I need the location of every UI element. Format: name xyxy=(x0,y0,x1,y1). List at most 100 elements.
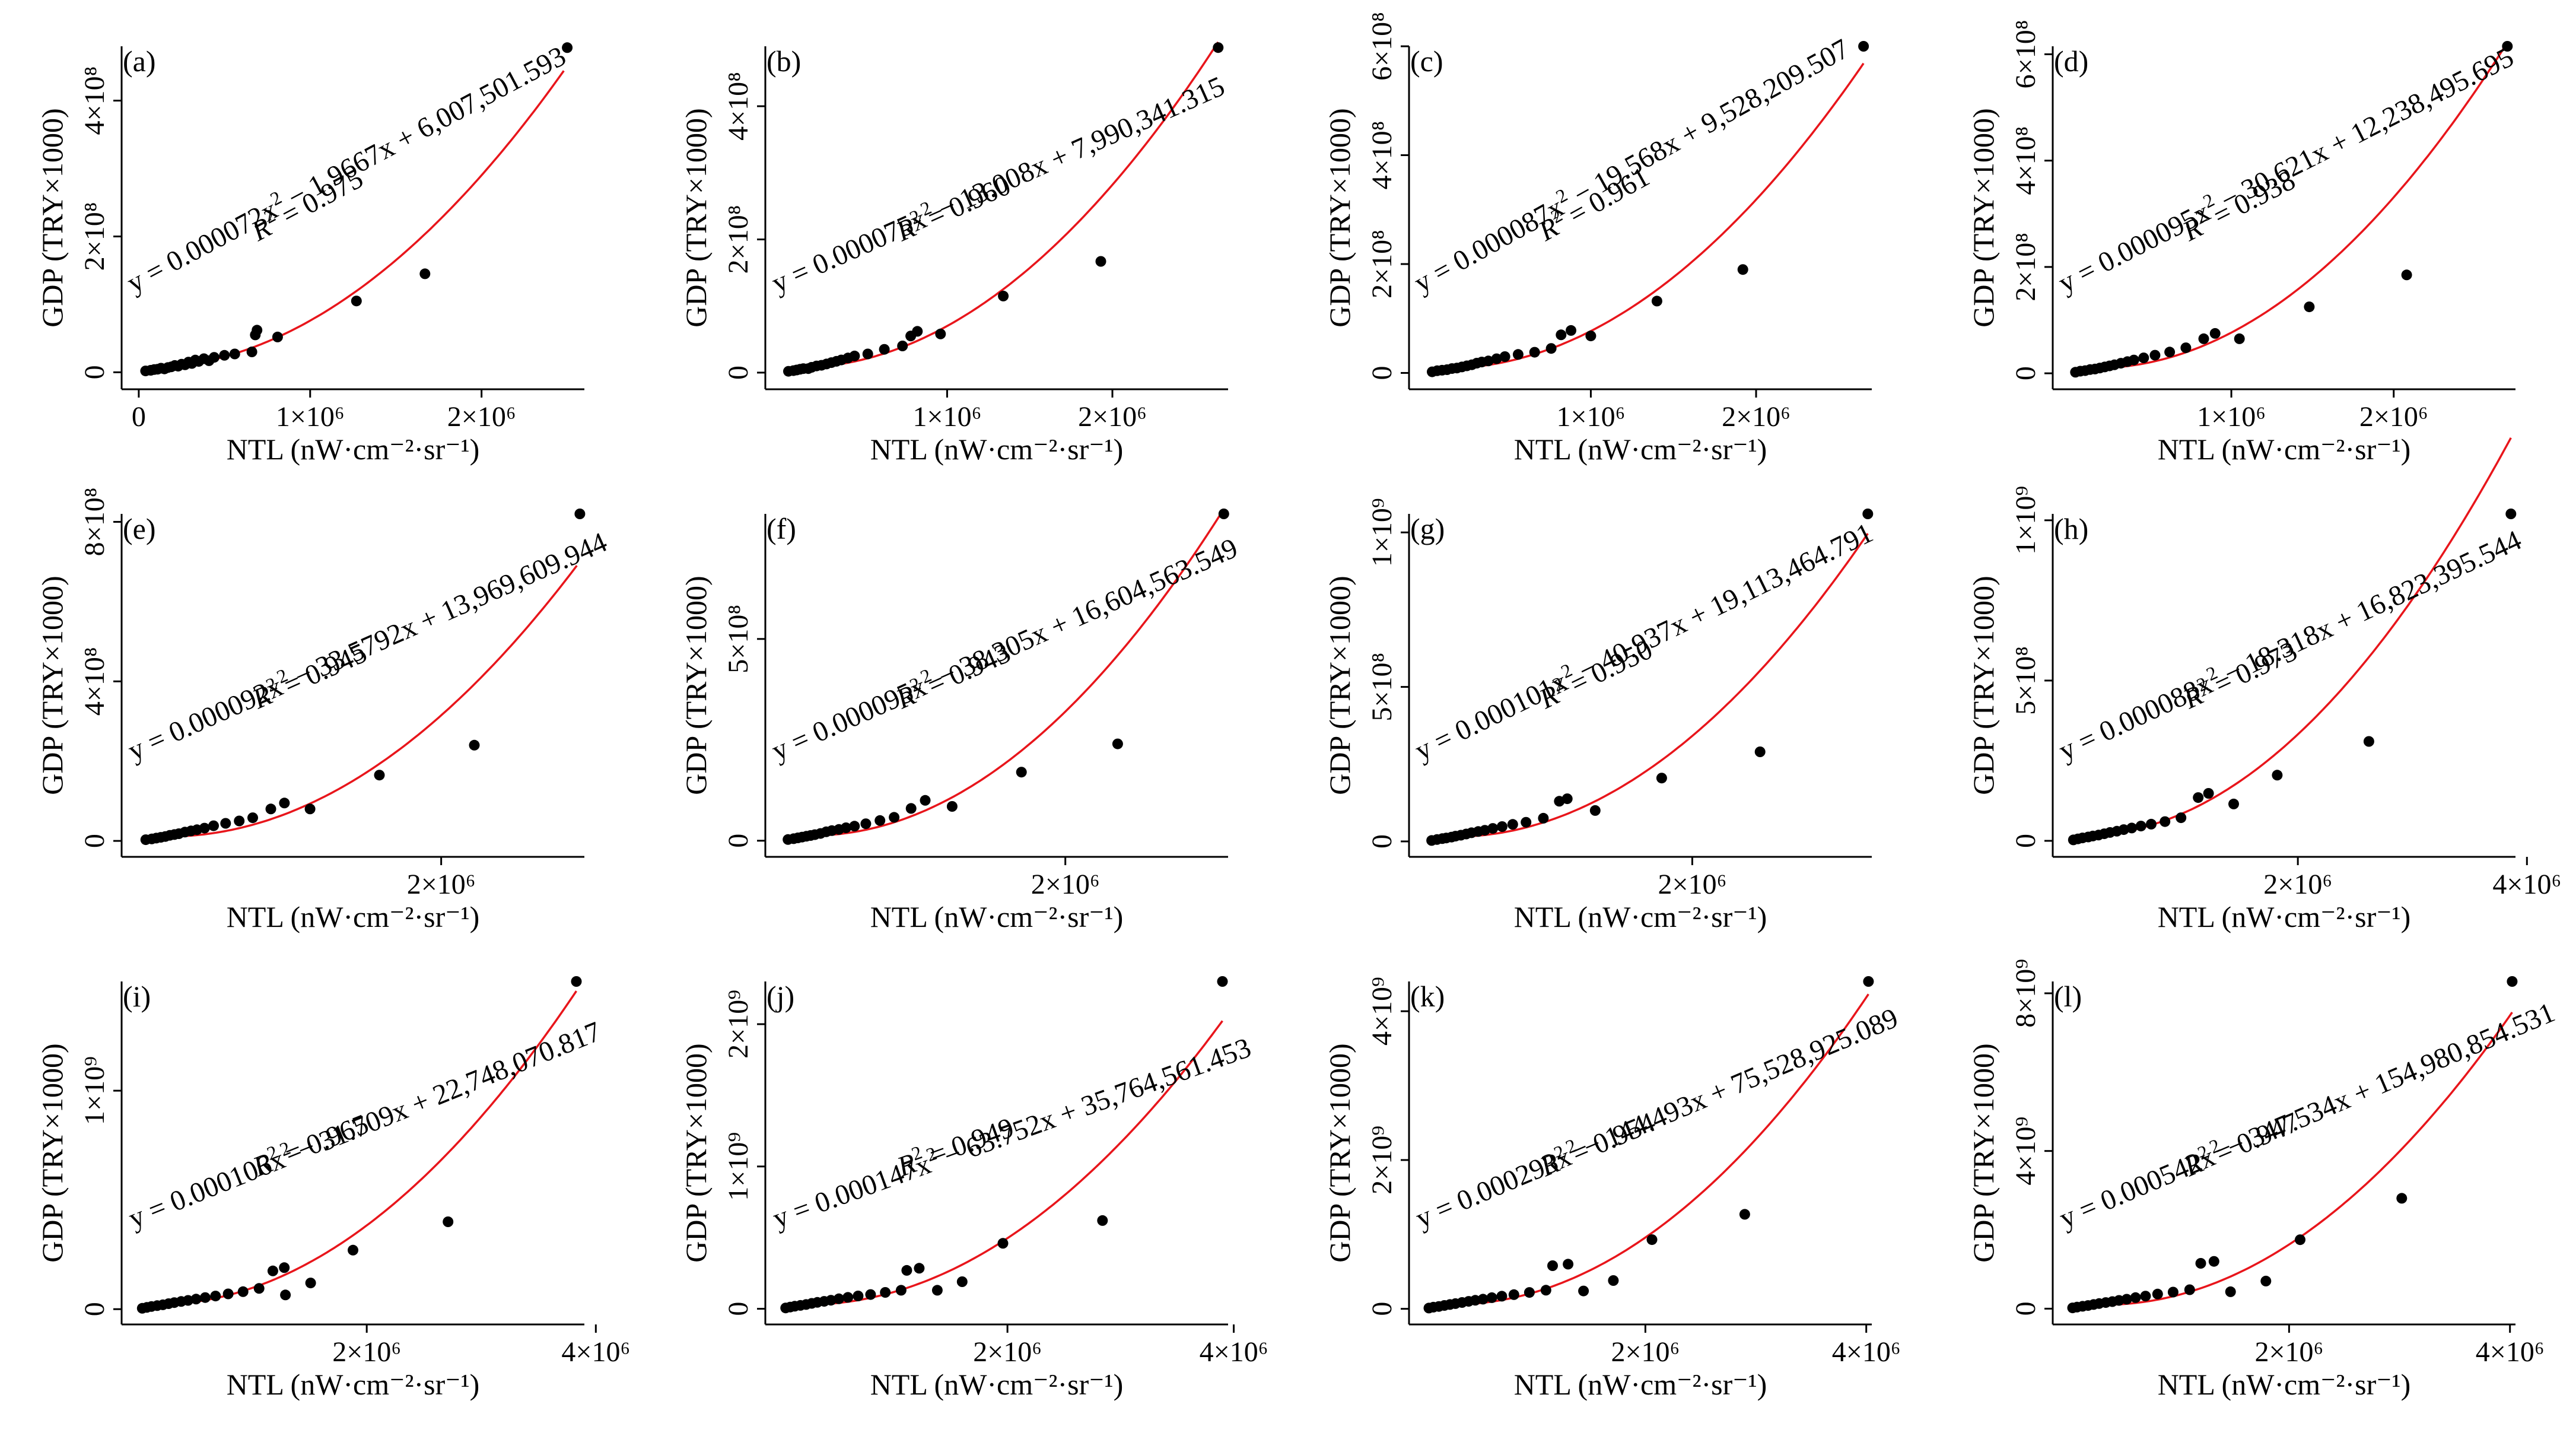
y-tick-label: 1×10⁹ xyxy=(2010,486,2041,555)
y-axis-title: GDP (TRY×1000) xyxy=(1967,576,2000,795)
data-point xyxy=(1556,329,1567,341)
data-point xyxy=(2128,354,2139,366)
data-point xyxy=(2180,342,2192,354)
y-axis-title: GDP (TRY×1000) xyxy=(679,576,713,795)
data-point xyxy=(222,1288,234,1300)
r-squared: R2 = 0.949 xyxy=(892,1109,1018,1183)
data-point xyxy=(2149,350,2161,361)
x-tick-label: 2×10⁶ xyxy=(1722,401,1791,433)
x-tick-label: 2×10⁶ xyxy=(1611,1336,1680,1368)
data-point xyxy=(2225,1286,2236,1297)
panel-d: 1×10⁶ 2×10⁶ 0 2×10⁸ 4×10⁸ 6×10⁸ NTL (nW·cm⁻²·s… xyxy=(1967,20,2518,466)
x-axis-title: NTL (nW·cm⁻²·sr⁻¹) xyxy=(227,433,480,466)
panel-label: (b) xyxy=(767,45,801,78)
y-tick-label: 0 xyxy=(1366,834,1398,849)
data-point xyxy=(841,822,851,833)
data-point xyxy=(351,296,362,307)
fit-curve xyxy=(803,508,1225,837)
y-tick-label: 1×10⁹ xyxy=(723,1132,754,1201)
fit-equation: y = 0.000542x2 − 347.534x + 154,980,854.… xyxy=(2054,994,2559,1235)
data-point xyxy=(209,352,220,363)
y-tick-label: 4×10⁹ xyxy=(1366,977,1398,1046)
x-tick-label: 2×10⁶ xyxy=(973,1336,1042,1368)
data-point xyxy=(860,818,872,830)
x-axis-title: NTL (nW·cm⁻²·sr⁻¹) xyxy=(1514,900,1767,933)
data-point xyxy=(1529,347,1540,358)
data-point xyxy=(374,770,385,781)
data-point xyxy=(2209,328,2221,339)
data-point xyxy=(946,801,958,812)
x-tick-label: 4×10⁶ xyxy=(561,1336,630,1368)
fit-curve xyxy=(2093,42,2508,370)
x-tick-label: 4×10⁶ xyxy=(1832,1336,1901,1368)
data-point xyxy=(220,818,231,829)
y-tick-label: 1×10⁹ xyxy=(1366,498,1398,567)
data-point xyxy=(912,326,923,337)
data-point xyxy=(897,341,908,351)
data-point xyxy=(2260,1275,2272,1286)
data-point xyxy=(880,1287,891,1298)
data-point xyxy=(237,1286,249,1297)
y-tick-label: 2×10⁸ xyxy=(79,202,110,271)
data-point xyxy=(1566,325,1576,336)
y-tick-label: 2×10⁸ xyxy=(2010,233,2041,301)
panel-a: 0 1×10⁶ 2×10⁶ 0 2×10⁸ 4×10⁸ NTL (nW·cm⁻²·sr⁻¹)… xyxy=(36,40,584,466)
x-tick-label: 4×10⁶ xyxy=(2476,1336,2545,1368)
y-tick-label: 5×10⁸ xyxy=(723,605,754,673)
panel-label: (d) xyxy=(2054,45,2088,78)
y-tick-label: 4×10⁸ xyxy=(723,72,754,141)
y-tick-label: 0 xyxy=(1366,1302,1398,1316)
data-point xyxy=(265,803,276,815)
data-point xyxy=(1739,1209,1750,1220)
data-point xyxy=(469,739,480,751)
data-point xyxy=(1863,976,1874,987)
data-point xyxy=(862,348,873,360)
data-point xyxy=(183,1295,193,1306)
panel-b: 1×10⁶ 2×10⁶ 0 2×10⁸ 4×10⁸ NTL (nW·cm⁻²·sr⁻¹) G… xyxy=(679,41,1229,466)
y-tick-label: 8×10⁸ xyxy=(79,488,110,557)
data-point xyxy=(895,1285,907,1296)
data-point xyxy=(1479,825,1490,836)
data-point xyxy=(874,815,886,826)
data-point xyxy=(905,803,917,814)
data-point xyxy=(842,1292,854,1303)
data-point xyxy=(834,1293,844,1304)
data-point xyxy=(1112,738,1123,749)
y-axis-title: GDP (TRY×1000) xyxy=(36,1043,69,1262)
data-point xyxy=(199,822,210,834)
y-tick-label: 4×10⁸ xyxy=(79,66,110,135)
data-point xyxy=(1578,1285,1589,1297)
data-point xyxy=(1217,976,1228,987)
data-point xyxy=(1858,41,1869,52)
x-tick-label: 2×10⁶ xyxy=(1658,869,1727,900)
data-point xyxy=(279,798,290,809)
data-point xyxy=(997,1238,1009,1249)
data-point xyxy=(1547,1260,1558,1271)
data-point xyxy=(1487,823,1499,834)
data-point xyxy=(1218,509,1229,519)
data-point xyxy=(2228,798,2239,809)
y-axis-title: GDP (TRY×1000) xyxy=(1967,108,2000,327)
data-point xyxy=(1499,351,1510,362)
x-axis-title: NTL (nW·cm⁻²·sr⁻¹) xyxy=(870,433,1124,466)
x-tick-label: 2×10⁶ xyxy=(2263,869,2332,900)
data-point xyxy=(1608,1275,1619,1286)
panel-l: 2×10⁶ 4×10⁶ 0 4×10⁹ 8×10⁹ NTL (nW·cm⁻²·sr⁻¹) G… xyxy=(1967,959,2559,1401)
panel-label: (h) xyxy=(2054,512,2088,545)
r-squared: R2 = 0.965 xyxy=(247,1105,373,1183)
data-point xyxy=(574,509,586,519)
data-point xyxy=(1496,1291,1508,1302)
panel-f: 2×10⁶ 0 5×10⁸ NTL (nW·cm⁻²·sr⁻¹) GDP (TRY×10… xyxy=(679,508,1242,933)
data-point xyxy=(1483,355,1494,367)
data-point xyxy=(2363,736,2374,747)
panel-label: (g) xyxy=(1410,512,1445,545)
x-tick-label: 2×10⁶ xyxy=(447,401,516,433)
data-point xyxy=(914,1263,925,1274)
data-point xyxy=(305,1278,316,1289)
x-axis-title: NTL (nW·cm⁻²·sr⁻¹) xyxy=(227,900,480,933)
panel-k: 2×10⁶ 4×10⁶ 0 2×10⁹ 4×10⁹ NTL (nW·cm⁻²·sr⁻¹) G… xyxy=(1323,976,1903,1401)
fit-curve xyxy=(162,565,578,838)
data-point xyxy=(1097,1215,1108,1226)
y-tick-label: 0 xyxy=(79,1302,110,1316)
